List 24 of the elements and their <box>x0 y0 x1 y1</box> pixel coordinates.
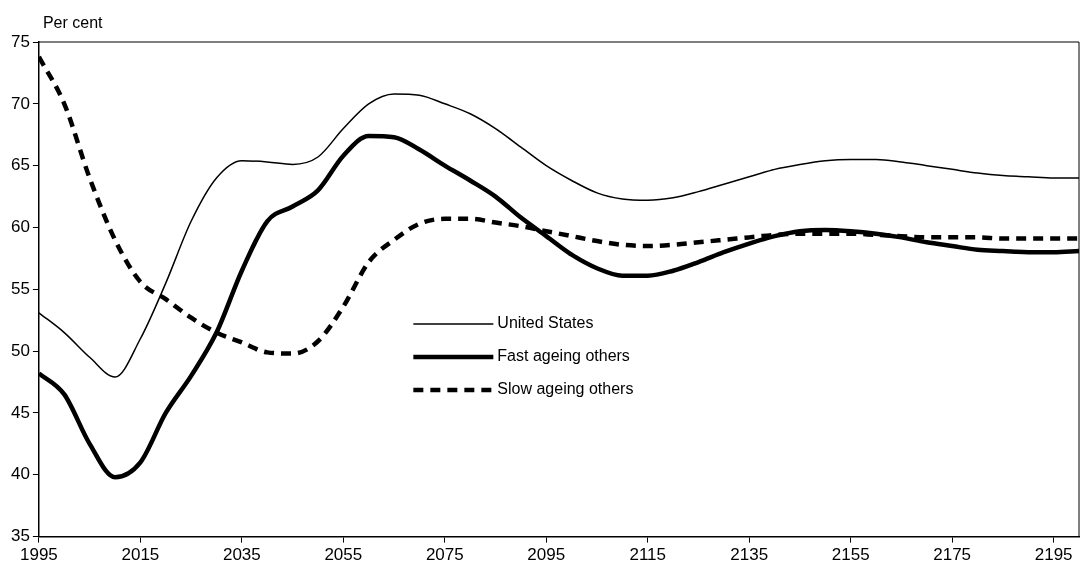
y-tick-label: 55 <box>10 278 30 298</box>
x-tick-label: 2035 <box>222 545 261 565</box>
x-tick-label: 1995 <box>20 545 58 565</box>
y-tick-label: 75 <box>10 31 30 51</box>
x-tick-label: 2115 <box>629 545 667 565</box>
y-tick-label: 35 <box>10 526 30 546</box>
x-tick-label: 2135 <box>730 545 769 565</box>
y-tick-label: 60 <box>10 217 30 237</box>
y-tick-label: 45 <box>10 402 30 422</box>
legend-label: Fast ageing others <box>497 347 630 365</box>
y-axis-title: Per cent <box>42 14 104 32</box>
x-tick-label: 2155 <box>831 545 870 565</box>
y-tick-label: 65 <box>10 155 30 175</box>
x-tick-label: 2015 <box>121 545 160 565</box>
x-tick-label: 2075 <box>425 545 464 565</box>
y-tick-label: 50 <box>10 340 30 360</box>
legend-label: Slow ageing others <box>497 380 634 398</box>
x-tick-label: 2195 <box>1034 545 1073 565</box>
legend-label: United States <box>497 314 594 332</box>
y-tick-label: 70 <box>10 93 30 113</box>
x-tick-label: 2055 <box>324 545 363 565</box>
x-tick-label: 2175 <box>933 545 972 565</box>
x-tick-label: 2095 <box>527 545 566 565</box>
y-tick-label: 40 <box>10 464 30 484</box>
